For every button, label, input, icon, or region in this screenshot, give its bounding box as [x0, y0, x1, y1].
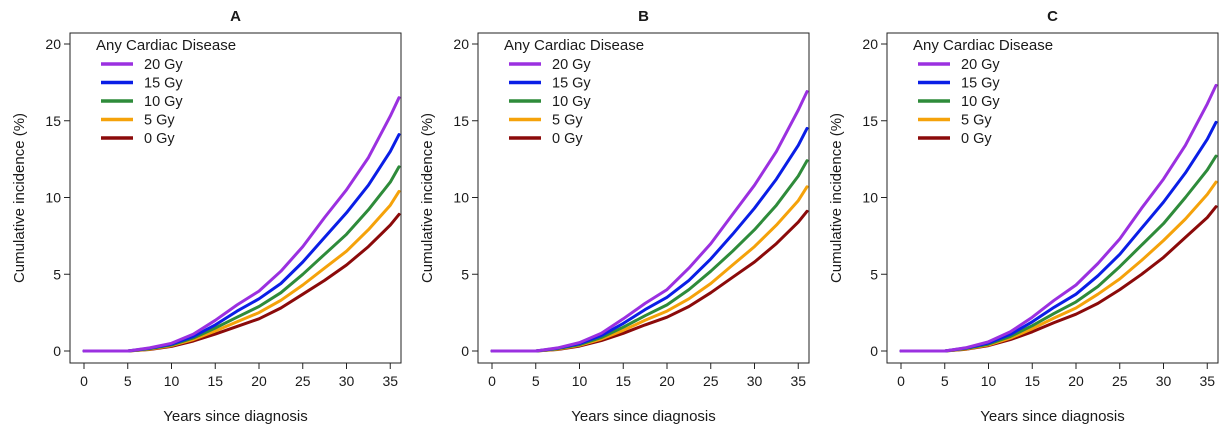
x-tick-label: 30	[1156, 373, 1172, 389]
series-line-20-gy	[490, 90, 809, 353]
x-tick-label: 0	[488, 373, 496, 389]
x-tick-label: 0	[80, 373, 88, 389]
legend-label: 10 Gy	[144, 94, 183, 110]
legend-label: 20 Gy	[961, 57, 1000, 73]
panel-title: A	[230, 8, 241, 25]
y-tick-label: 10	[862, 190, 878, 206]
legend-label: 10 Gy	[552, 94, 591, 110]
x-tick-label: 10	[981, 373, 997, 389]
x-tick-label: 35	[790, 373, 806, 389]
y-axis-title: Cumulative incidence (%)	[828, 113, 845, 283]
x-tick-label: 15	[1024, 373, 1040, 389]
legend-label: 5 Gy	[552, 113, 583, 129]
y-tick-label: 5	[53, 266, 61, 282]
series-line-0-gy	[899, 205, 1218, 353]
legend-label: 20 Gy	[552, 57, 591, 73]
legend-label: 15 Gy	[552, 76, 591, 92]
x-tick-label: 5	[941, 373, 949, 389]
y-tick-label: 0	[53, 343, 61, 359]
panel-title: C	[1047, 8, 1058, 25]
legend-title: Any Cardiac Disease	[913, 37, 1053, 54]
x-axis-title: Years since diagnosis	[980, 408, 1125, 425]
y-tick-label: 15	[45, 113, 61, 129]
x-tick-label: 20	[659, 373, 675, 389]
y-tick-label: 5	[461, 266, 469, 282]
legend-label: 15 Gy	[144, 76, 183, 92]
x-tick-label: 20	[1068, 373, 1084, 389]
y-axis-title: Cumulative incidence (%)	[419, 113, 436, 283]
y-tick-label: 15	[862, 113, 878, 129]
series-line-20-gy	[899, 83, 1218, 353]
chart-panel-b: B 0 5 10 15 20 0 5 10 15 20 25 30 35 Years since diagn…	[419, 8, 810, 425]
x-tick-label: 20	[251, 373, 267, 389]
x-tick-label: 15	[615, 373, 631, 389]
legend-label: 5 Gy	[961, 113, 992, 129]
y-tick-label: 20	[453, 36, 469, 52]
legend-label: 0 Gy	[552, 131, 583, 147]
x-tick-label: 25	[1112, 373, 1128, 389]
x-tick-label: 0	[897, 373, 905, 389]
x-tick-label: 25	[295, 373, 311, 389]
x-tick-label: 10	[572, 373, 588, 389]
legend-label: 15 Gy	[961, 76, 1000, 92]
x-tick-label: 35	[382, 373, 398, 389]
legend-label: 10 Gy	[961, 94, 1000, 110]
panel-title: B	[638, 8, 649, 25]
series-line-5-gy	[490, 185, 809, 353]
series-line-0-gy	[82, 212, 401, 353]
legend-label: 0 Gy	[144, 131, 175, 147]
x-tick-label: 25	[703, 373, 719, 389]
series-line-5-gy	[899, 180, 1218, 353]
x-axis-title: Years since diagnosis	[163, 408, 308, 425]
series-line-5-gy	[82, 189, 401, 353]
y-tick-label: 15	[453, 113, 469, 129]
legend-title: Any Cardiac Disease	[504, 37, 644, 54]
y-tick-label: 0	[870, 343, 878, 359]
series-line-20-gy	[82, 96, 401, 353]
legend-label: 0 Gy	[961, 131, 992, 147]
y-tick-label: 10	[45, 190, 61, 206]
y-axis-title: Cumulative incidence (%)	[11, 113, 28, 283]
y-tick-label: 20	[862, 36, 878, 52]
y-tick-label: 5	[870, 266, 878, 282]
x-tick-label: 5	[124, 373, 132, 389]
chart-panel-c: C 0 5 10 15 20 0 5 10 15 20 25 30 35 Years since diagn…	[828, 8, 1219, 425]
y-tick-label: 20	[45, 36, 61, 52]
x-tick-label: 10	[164, 373, 180, 389]
x-tick-label: 5	[532, 373, 540, 389]
y-tick-label: 10	[453, 190, 469, 206]
chart-panel-a: A 0 5 10 15 20 0 5 10 15 20 25 30 35 Years since diagn…	[11, 8, 402, 425]
x-tick-label: 30	[747, 373, 763, 389]
x-axis-title: Years since diagnosis	[571, 408, 716, 425]
legend-label: 5 Gy	[144, 113, 175, 129]
x-tick-label: 15	[207, 373, 223, 389]
x-tick-label: 35	[1199, 373, 1215, 389]
legend-label: 20 Gy	[144, 57, 183, 73]
series-line-0-gy	[490, 209, 809, 353]
legend-title: Any Cardiac Disease	[96, 37, 236, 54]
y-tick-label: 0	[461, 343, 469, 359]
x-tick-label: 30	[339, 373, 355, 389]
